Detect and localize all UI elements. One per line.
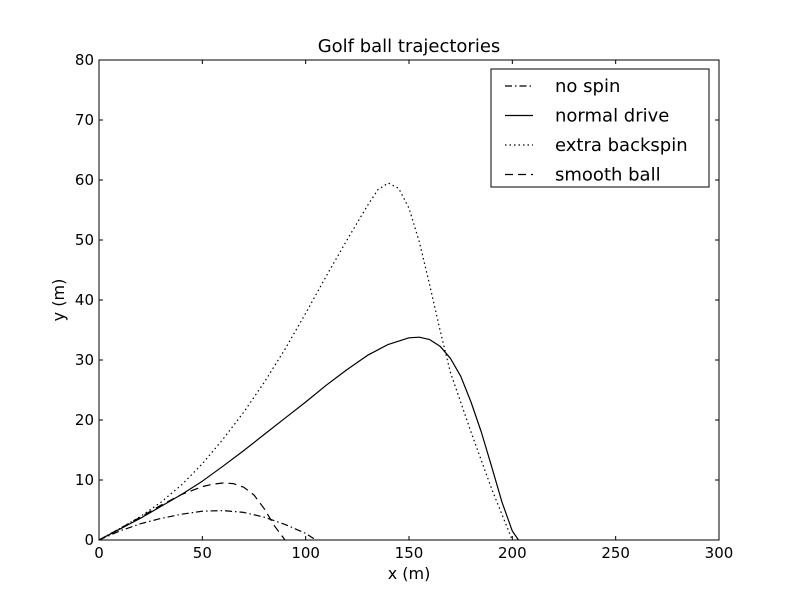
legend-label: smooth ball <box>555 165 661 186</box>
x-tick-label: 250 <box>601 544 630 562</box>
series-layer <box>98 182 519 541</box>
x-tick-label: 300 <box>705 544 734 562</box>
chart-title: Golf ball trajectories <box>318 36 501 57</box>
y-tick-label: 0 <box>84 531 94 549</box>
x-tick-label: 150 <box>395 544 424 562</box>
y-tick-label: 20 <box>75 411 94 429</box>
y-tick-label: 40 <box>75 291 94 309</box>
series-line-2 <box>98 336 519 541</box>
series-line-1 <box>98 510 317 541</box>
legend: no spin normal drive extra backspin smooth … <box>490 68 710 188</box>
legend-label: no spin <box>555 76 620 97</box>
y-tick-label: 70 <box>75 111 94 129</box>
x-tick-label: 200 <box>498 544 527 562</box>
legend-box <box>490 68 710 188</box>
y-tick-label: 80 <box>75 51 94 69</box>
y-axis-label: y (m) <box>49 279 68 322</box>
y-tick-label: 30 <box>75 351 94 369</box>
x-tick-label: 0 <box>94 544 104 562</box>
legend-label: extra backspin <box>555 135 688 156</box>
y-tick-label: 60 <box>75 171 94 189</box>
series-line-3 <box>98 182 513 541</box>
legend-label: normal drive <box>555 106 669 127</box>
x-axis-label: x (m) <box>388 564 431 583</box>
x-tick-label: 100 <box>291 544 320 562</box>
plot-frame <box>98 59 720 541</box>
y-tick-label: 50 <box>75 231 94 249</box>
ticks-layer: 0 50 100 150 200 250 300 0 10 20 30 40 50 60 70 80 <box>75 51 733 562</box>
x-tick-label: 50 <box>193 544 212 562</box>
series-line-4 <box>98 482 286 541</box>
y-tick-label: 10 <box>75 471 94 489</box>
